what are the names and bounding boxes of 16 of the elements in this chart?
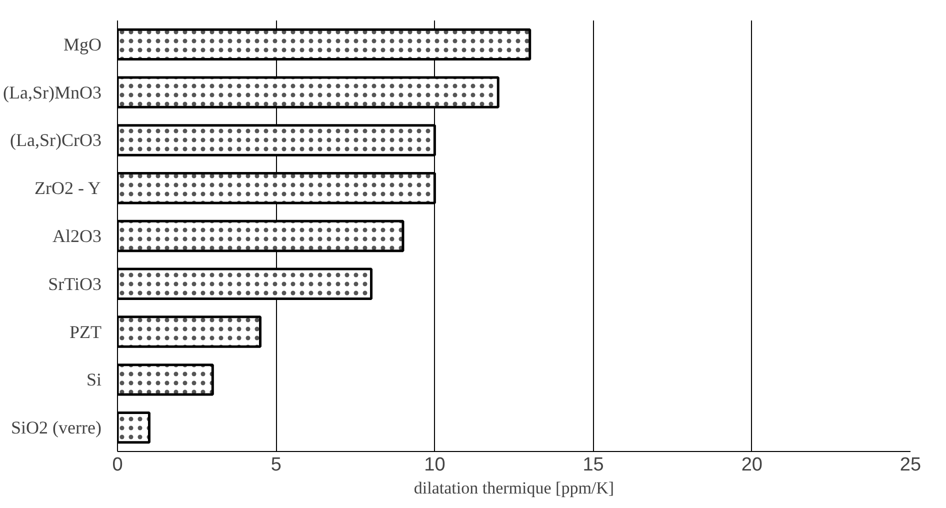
y-tick-label: PZT xyxy=(70,322,102,342)
y-tick-label: (La,Sr)CrO3 xyxy=(10,130,102,150)
x-axis-title: dilatation thermique [ppm/K] xyxy=(414,478,614,498)
x-tick-label: 5 xyxy=(270,454,282,476)
y-tick-label: Al2O3 xyxy=(52,226,102,246)
x-tick-label: 20 xyxy=(741,454,762,476)
y-tick-label: SiO2 (verre) xyxy=(11,418,102,438)
y-tick-label: (La,Sr)MnO3 xyxy=(3,82,102,102)
x-tick-label: 15 xyxy=(582,454,604,476)
y-tick-label: SrTiO3 xyxy=(48,274,102,294)
x-tick-label: 0 xyxy=(112,454,123,476)
y-tick-label: ZrO2 - Y xyxy=(34,178,101,198)
y-tick-label: MgO xyxy=(63,34,102,54)
y-tick-label: Si xyxy=(86,370,102,390)
x-tick-label: 10 xyxy=(424,454,446,476)
x-tick-label: 25 xyxy=(900,454,922,476)
